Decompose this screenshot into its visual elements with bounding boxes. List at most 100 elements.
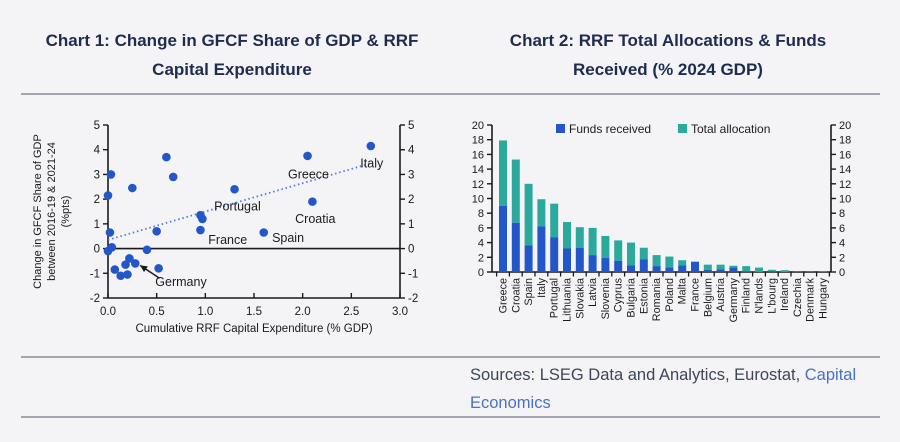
country-annotation: Spain (272, 231, 304, 245)
bar-funds-received (601, 258, 610, 272)
bar-category-label: Greece (498, 278, 510, 313)
chart2-left-tick-label: 4 (478, 238, 484, 250)
bar-funds-received (537, 226, 546, 272)
chart1-left-tick-label: 4 (94, 145, 101, 157)
scatter-point (106, 170, 116, 179)
bar-funds-received (550, 237, 559, 272)
chart2-title-line1: Chart 2: RRF Total Allocations & Funds (509, 31, 827, 50)
chart1-x-tick-label: 0.0 (100, 306, 116, 318)
chart1-y-axis-label: Change in GFCF Share of GDP (32, 134, 44, 289)
bar-category-label: Denmark (805, 277, 817, 321)
bar-category-label: Cyprus (613, 277, 625, 312)
scatter-point (154, 264, 163, 273)
chart2-title: Chart 2: RRF Total Allocations & Funds R… (458, 26, 878, 84)
chart1-left-tick-label: -1 (90, 268, 100, 280)
bar-funds-received (639, 259, 648, 272)
chart1-scatter-plot: -2 -2 -1 -1 0 0 1 1 2 2 3 3 4 4 5 5 0.0 0.5 1.0 1.5 2.0 2.5 3.… (30, 110, 430, 350)
chart1-title-line1: Chart 1: Change in GFCF Share of GDP & R… (45, 31, 419, 50)
bar-category-label: Romania (651, 278, 663, 321)
bar-category-label: Slovenia (600, 278, 612, 319)
country-annotation: Italy (360, 156, 384, 170)
bar-total-allocation (755, 267, 763, 272)
bar-total-allocation (627, 242, 635, 266)
chart1-title-line2: Capital Expenditure (152, 60, 312, 79)
bar-total-allocation (729, 265, 738, 268)
bar-total-allocation (703, 264, 712, 270)
country-annotation: Germany (155, 275, 207, 289)
chart1-svg: -2 -2 -1 -1 0 0 1 1 2 2 3 3 4 4 5 5 0.0 0.5 1.0 1.5 2.0 2.5 3.… (32, 120, 418, 335)
chart2-left-tick-label: 14 (472, 164, 484, 176)
bar-category-label: Latvia (587, 278, 599, 307)
chart1-right-tick-label: -2 (408, 293, 418, 305)
bar-category-label: Portugal (549, 278, 561, 318)
bar-total-allocation (742, 266, 751, 272)
scatter-point (259, 228, 269, 237)
bar-category-label: Slovakia (574, 278, 586, 319)
bar-total-allocation (550, 203, 559, 238)
scatter-point (366, 141, 376, 151)
bar-category-label: Croatia (510, 278, 522, 313)
bar-category-label: Lithuania (562, 278, 574, 322)
chart2-title-line2: Received (% 2024 GDP) (573, 60, 763, 79)
bar-category-label: Belgium (702, 278, 714, 317)
chart2-right-tick-label: 8 (839, 208, 845, 220)
bar-category-label: Malta (677, 278, 689, 304)
scatter-point (130, 259, 140, 268)
bar-funds-received (563, 248, 571, 272)
chart2-right-tick-label: 0 (839, 267, 845, 279)
scatter-point (110, 265, 120, 274)
chart1-right-tick-label: 4 (408, 145, 415, 157)
scatter-point (308, 197, 317, 206)
chart1-left-tick-label: -2 (90, 293, 100, 305)
bar-funds-received (575, 247, 584, 272)
chart2-left-tick-label: 10 (472, 194, 484, 206)
bar-total-allocation (665, 256, 674, 268)
chart2-left-tick-label: 8 (478, 208, 484, 220)
bar-total-allocation (588, 227, 597, 256)
bar-total-allocation (499, 140, 507, 206)
scatter-point (168, 172, 178, 182)
bar-total-allocation (780, 270, 789, 272)
bar-total-allocation (575, 227, 584, 248)
bar-total-allocation (767, 269, 776, 272)
chart1-right-tick-label: 1 (408, 219, 414, 231)
chart1-y-axis-label: (%pts) (60, 196, 72, 228)
bar-funds-received (729, 267, 738, 272)
capital-economics-link[interactable]: Capital Economics (470, 366, 857, 412)
legend-label: Funds received (569, 122, 651, 136)
chart2-right-tick-label: 12 (839, 179, 851, 191)
scatter-point (103, 191, 113, 200)
chart1-trend-line (107, 162, 372, 241)
scatter-point (125, 254, 134, 263)
chart2-left-tick-label: 0 (478, 267, 484, 279)
chart1-x-tick-label: 0.5 (149, 306, 165, 318)
bar-total-allocation (537, 199, 546, 227)
bar-category-label: Finland (741, 278, 753, 313)
bar-total-allocation (678, 260, 687, 266)
chart1-left-tick-label: 1 (94, 219, 100, 231)
chart1-x-tick-label: 1.0 (197, 306, 213, 318)
sources-note: Sources: LSEG Data and Analytics, Eurost… (470, 361, 870, 417)
bar-funds-received (678, 265, 687, 272)
scatter-point (128, 183, 137, 193)
bar-category-label: L'bourg (766, 278, 778, 314)
bar-funds-received (665, 267, 674, 272)
chart2-right-tick-label: 2 (839, 252, 845, 264)
chart2-left-tick-label: 18 (472, 135, 484, 147)
chart1-x-tick-label: 1.5 (246, 306, 262, 318)
legend-swatch (556, 124, 565, 133)
scatter-point (303, 151, 312, 161)
divider-bottom (21, 416, 880, 418)
bar-funds-received (614, 260, 623, 272)
scatter-point (142, 245, 152, 255)
bar-category-label: Italy (536, 277, 548, 297)
bar-funds-received (627, 265, 635, 272)
chart2-stacked-bar-plot: 0 0 2 2 4 4 6 6 8 8 10 10 12 12 14 14 16 16 18 18 20 20 Greece… (460, 110, 880, 355)
chart1-right-tick-label: 3 (408, 169, 414, 181)
bar-funds-received (691, 261, 699, 272)
chart1-x-tick-label: 3.0 (392, 306, 408, 318)
bar-category-label: Austria (715, 278, 727, 312)
bar-funds-received (588, 255, 597, 272)
bar-funds-received (703, 269, 712, 272)
bar-funds-received (499, 205, 507, 272)
